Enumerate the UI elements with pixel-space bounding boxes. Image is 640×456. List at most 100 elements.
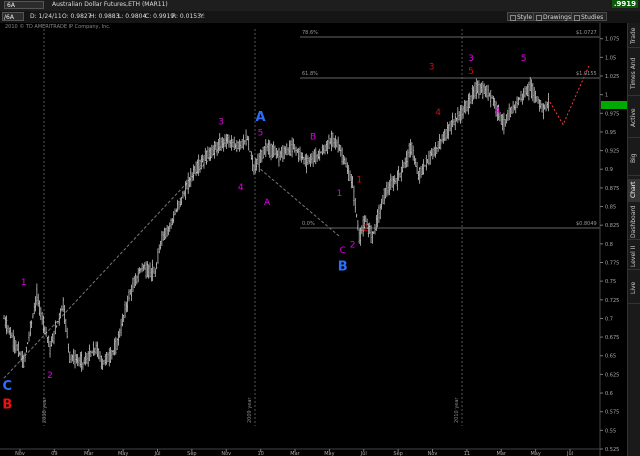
style-icon — [510, 15, 516, 21]
y-tick-label: 0.875 — [605, 186, 619, 192]
fibonacci-retracement[interactable]: 78.6% $1.0727 61.8% $1.0155 0.0% $0.8049 — [300, 30, 600, 229]
wave-label: C — [340, 246, 346, 256]
wave-label: 1 — [356, 176, 362, 186]
y-tick-label: 0.65 — [605, 354, 616, 360]
chart-toolbar: /6A 10 y D D: 1/24/11 O: 0.9827 H: 0.988… — [0, 11, 640, 39]
y-tick-label: 0.8 — [605, 242, 613, 248]
y-tick-label: 0.725 — [605, 298, 619, 304]
y-tick-label: 0.7 — [605, 316, 613, 322]
y-tick-label: 0.575 — [605, 410, 619, 416]
time-axis: Nov 09 Mar May Jul Sep Nov 10 Mar May Jul Sep Nov 11 M… — [15, 449, 573, 456]
quote-high: H: 0.9883 — [90, 13, 120, 20]
y-tick-label: 1 — [605, 93, 608, 99]
wave-label: 5 — [468, 67, 474, 77]
x-tick-label: Sep — [187, 451, 196, 456]
wave-label: 5 — [521, 54, 527, 64]
fib-level-pct: 0.0% — [302, 221, 315, 227]
symbol-selector[interactable]: /6A 10 y D — [2, 12, 24, 39]
y-tick-label: 0.625 — [605, 372, 619, 378]
price-axis: 1.075 1.05 1.025 1 0.975 0.95 0.925 0.9 0.875 0.8… — [600, 37, 619, 453]
wave-label: 3 — [429, 62, 435, 72]
quote-close: C: 0.9919 — [145, 13, 175, 20]
quote-open: O: 0.9827 — [62, 13, 92, 20]
y-tick-label: 1.05 — [605, 55, 616, 61]
y-tick-label: 0.675 — [605, 335, 619, 341]
wave-label: 4 — [435, 108, 441, 118]
y-tick-label: 0.85 — [605, 205, 616, 211]
drawings-icon — [536, 15, 542, 21]
tab-trade[interactable]: Trade — [628, 25, 640, 48]
x-tick-label: Jul — [153, 451, 160, 456]
wave-label: 1 — [337, 189, 343, 199]
y-tick-label: 0.75 — [605, 279, 616, 285]
studies-button-label: Studies — [581, 14, 604, 21]
x-tick-label: Nov — [15, 451, 25, 456]
projection-path — [549, 64, 590, 126]
x-tick-label: May — [324, 451, 334, 456]
right-side-tabs: Trade Times And Sales Active Trader Big … — [627, 23, 640, 456]
y-tick-label: 0.825 — [605, 223, 619, 229]
copyright-text: 2010 © TD AMERITRADE IP Company, Inc. — [5, 23, 111, 30]
tab-live-news[interactable]: Live News — [628, 273, 640, 304]
tab-chart[interactable]: Chart — [628, 179, 640, 202]
wave-label: 4 — [494, 106, 500, 116]
tab-times-and-sales[interactable]: Times And Sales — [628, 51, 640, 96]
last-price-marker — [601, 101, 627, 109]
x-tick-label: Jul — [566, 451, 573, 456]
style-button-label: Style — [517, 14, 533, 21]
y-tick-label: 0.6 — [605, 391, 613, 397]
tab-active-trader[interactable]: Active Trader — [628, 99, 640, 138]
studies-icon — [574, 15, 580, 21]
y-tick-label: 1.075 — [605, 37, 619, 43]
x-tick-label: May — [118, 451, 128, 456]
wave-label: B — [310, 132, 316, 142]
studies-button[interactable]: Studies — [571, 12, 608, 21]
projection-line — [549, 64, 590, 126]
fib-level-pct: 61.8% — [302, 71, 318, 77]
quote-date: D: 1/24/11 — [30, 13, 62, 20]
tab-big-buttons[interactable]: Big Buttons — [628, 141, 640, 176]
y-tick-label: 0.95 — [605, 130, 616, 136]
quote-range: R: 0.0153 — [172, 13, 201, 20]
last-price-badge: .9919 — [611, 0, 638, 8]
x-tick-label: 09 — [51, 451, 57, 456]
year-marker-label: 2010 year — [454, 397, 460, 423]
wave-label: A — [256, 110, 266, 125]
wave-label: 2 — [47, 371, 53, 381]
wave-label: A — [264, 198, 271, 208]
x-tick-label: Nov — [428, 451, 438, 456]
y-tick-label: 0.525 — [605, 447, 619, 453]
y-tick-label: 0.9 — [605, 167, 613, 173]
style-button[interactable]: Style — [507, 12, 537, 21]
x-tick-label: 11 — [464, 451, 470, 456]
wave-label: B — [2, 398, 12, 413]
wave-label: 3 — [218, 117, 224, 127]
wave-label: 2 — [350, 241, 356, 251]
year-marker-label: 2008 year — [42, 397, 48, 423]
wave-label: B — [338, 260, 348, 275]
wave-label: 5 — [258, 129, 264, 139]
x-tick-label: Nov — [221, 451, 231, 456]
quote-low: L: 0.9804 — [118, 13, 147, 20]
title-symbol[interactable]: 6A — [4, 1, 44, 9]
x-tick-label: Sep — [393, 451, 402, 456]
wave-label: C — [3, 379, 13, 394]
x-tick-label: Mar — [84, 451, 94, 456]
x-tick-label: Mar — [290, 451, 300, 456]
y-tick-label: 1.025 — [605, 74, 619, 80]
tab-level-ii[interactable]: Level II — [628, 243, 640, 270]
fib-level-price: $0.8049 — [576, 221, 597, 227]
wave-label: 1 — [21, 278, 27, 288]
tab-dashboard[interactable]: Dashboard — [628, 205, 640, 240]
y-tick-label: 0.925 — [605, 149, 619, 155]
wave-label: 3 — [468, 54, 474, 64]
guide-line — [260, 168, 340, 237]
guide-line — [3, 139, 229, 379]
y-tick-label: 0.775 — [605, 260, 619, 266]
fib-level-pct: 78.6% — [302, 30, 318, 36]
y-tick-label: 0.975 — [605, 111, 619, 117]
price-chart[interactable]: 2010 © TD AMERITRADE IP Company, Inc. 20… — [0, 23, 628, 456]
y-tick-label: 0.55 — [605, 428, 616, 434]
drawings-button[interactable]: Drawings — [533, 12, 576, 21]
